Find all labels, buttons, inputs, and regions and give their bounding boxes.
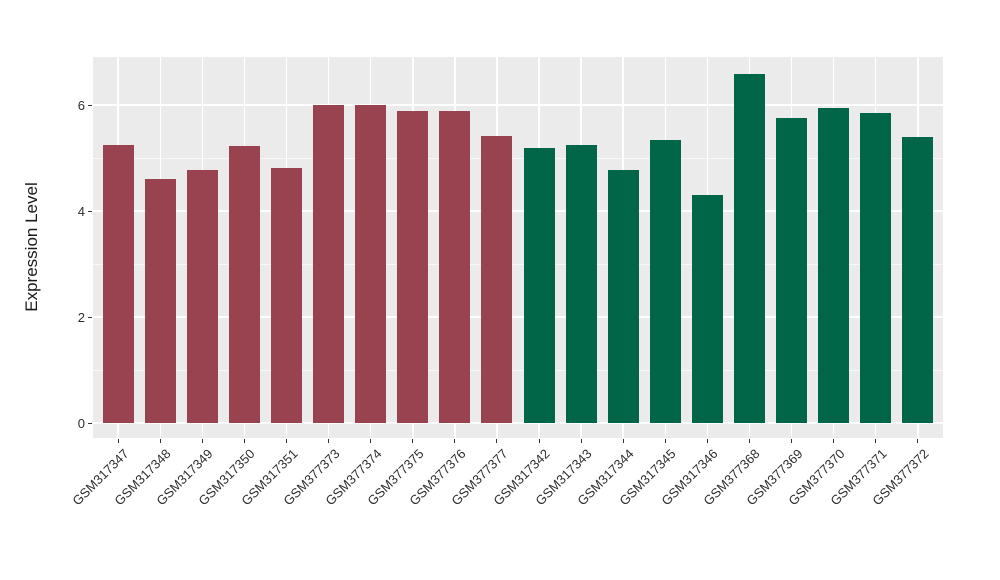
gridline-minor-y3: [93, 263, 943, 265]
x-tick-mark-GSM317345: [664, 439, 666, 443]
x-tick-mark-GSM377375: [412, 439, 414, 443]
y-tick-label-6: 6: [77, 97, 85, 113]
y-tick-label-0: 0: [77, 415, 85, 431]
x-tick-mark-GSM317350: [243, 439, 245, 443]
gridline-major-y6: [93, 104, 943, 107]
x-tick-mark-GSM317344: [622, 439, 624, 443]
bar-GSM317343: [565, 144, 597, 423]
bar-GSM377371: [860, 112, 892, 423]
x-tick-mark-GSM317343: [580, 439, 582, 443]
x-tick-mark-GSM377376: [454, 439, 456, 443]
x-tick-mark-GSM377368: [748, 439, 750, 443]
x-tick-mark-GSM377374: [370, 439, 372, 443]
x-tick-mark-GSM377371: [875, 439, 877, 443]
y-tick-mark-6: [88, 105, 92, 107]
x-tick-mark-GSM317349: [201, 439, 203, 443]
bar-GSM317342: [523, 147, 555, 423]
bar-GSM317347: [102, 145, 134, 423]
x-tick-mark-GSM317347: [117, 439, 119, 443]
x-tick-mark-GSM377377: [496, 439, 498, 443]
x-tick-mark-GSM377369: [791, 439, 792, 443]
bar-GSM317349: [186, 170, 218, 423]
bar-GSM377377: [481, 136, 513, 423]
gridline-major-y4: [93, 210, 943, 213]
bar-GSM317351: [271, 167, 303, 423]
x-tick-mark-GSM377370: [833, 439, 835, 443]
y-tick-label-4: 4: [77, 203, 85, 219]
gridline-minor-y1: [93, 369, 943, 371]
y-tick-label-2: 2: [77, 309, 85, 325]
y-tick-mark-4: [88, 211, 92, 213]
bar-GSM317345: [649, 140, 681, 423]
y-axis-title: Expression Level: [22, 182, 41, 312]
y-tick-mark-2: [88, 317, 92, 319]
bar-GSM377372: [902, 137, 934, 423]
bar-GSM317344: [607, 169, 639, 423]
gridline-major-y2: [93, 316, 943, 319]
x-tick-mark-GSM317351: [286, 439, 288, 443]
x-tick-mark-GSM377373: [328, 439, 330, 443]
bar-GSM317348: [144, 178, 176, 423]
bar-GSM317346: [691, 194, 723, 423]
bar-GSM317350: [228, 146, 260, 423]
y-tick-mark-0: [88, 423, 92, 424]
x-tick-mark-GSM317346: [706, 439, 708, 443]
gridline-major-y0: [93, 422, 943, 424]
bar-GSM377368: [733, 73, 765, 423]
bar-GSM377370: [818, 108, 850, 423]
bar-GSM377376: [439, 111, 471, 423]
plot-panel: [93, 57, 943, 438]
x-tick-mark-GSM317342: [538, 439, 540, 443]
x-tick-mark-GSM377372: [917, 439, 919, 443]
bar-GSM377369: [776, 117, 807, 423]
x-tick-mark-GSM317348: [159, 439, 161, 443]
bar-GSM377374: [355, 104, 387, 423]
bar-GSM377373: [313, 104, 345, 423]
bar-GSM377375: [397, 111, 429, 423]
gridline-minor-y5: [93, 157, 943, 159]
